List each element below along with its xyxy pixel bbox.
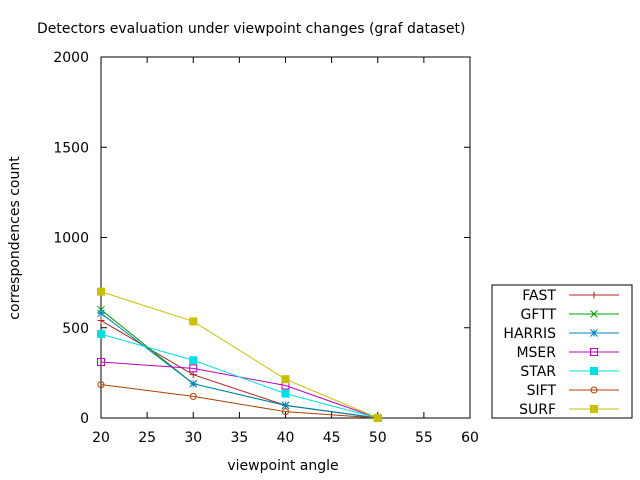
chart-title: Detectors evaluation under viewpoint cha… bbox=[37, 21, 465, 37]
data-point-mser bbox=[97, 358, 105, 367]
data-point-harris bbox=[97, 309, 105, 318]
legend-label-fast: FAST bbox=[522, 288, 556, 304]
x-tick-label: 60 bbox=[461, 430, 479, 446]
y-tick-label: 1000 bbox=[53, 231, 89, 247]
y-tick-label: 500 bbox=[62, 321, 89, 337]
data-point-surf bbox=[189, 317, 198, 326]
legend-marker-mser bbox=[590, 348, 598, 356]
y-tick-label: 1500 bbox=[53, 140, 89, 156]
series-layer bbox=[97, 287, 382, 422]
data-point-star bbox=[97, 330, 105, 339]
legend-label-star: STAR bbox=[520, 364, 556, 380]
y-axis: 0 500 1000 1500 2000 bbox=[53, 50, 470, 427]
x-tick-label: 55 bbox=[415, 430, 433, 446]
x-tick-label: 20 bbox=[92, 430, 110, 446]
data-point-fast bbox=[97, 317, 105, 325]
data-point-surf bbox=[373, 414, 382, 422]
series-line-harris bbox=[100, 312, 378, 419]
x-tick-label: 50 bbox=[369, 430, 387, 446]
series-line-gftt bbox=[100, 309, 378, 419]
series-line-surf bbox=[100, 291, 378, 419]
legend-label-harris: HARRIS bbox=[503, 326, 556, 342]
x-tick-label: 35 bbox=[230, 430, 248, 446]
legend-marker-gftt bbox=[590, 310, 598, 318]
series-line-star bbox=[100, 333, 378, 419]
data-point-sift bbox=[189, 392, 197, 400]
series-line-sift bbox=[100, 384, 378, 419]
legend-marker-star bbox=[590, 367, 598, 375]
y-tick-label: 2000 bbox=[53, 50, 89, 66]
data-point-mser bbox=[189, 364, 198, 373]
y-tick-label: 0 bbox=[80, 411, 89, 427]
x-tick-label: 45 bbox=[323, 430, 341, 446]
legend: FAST GFTT HARRIS MSER STAR SIFT SURF bbox=[503, 288, 619, 418]
legend-label-mser: MSER bbox=[516, 345, 556, 361]
legend-marker-surf bbox=[590, 405, 598, 413]
data-point-surf bbox=[281, 375, 290, 384]
data-point-harris bbox=[281, 401, 290, 410]
data-point-surf bbox=[97, 287, 105, 296]
data-point-gftt bbox=[97, 305, 105, 314]
plot-frame bbox=[100, 56, 471, 419]
legend-label-surf: SURF bbox=[519, 402, 556, 418]
legend-label-gftt: GFTT bbox=[520, 307, 556, 323]
legend-marker-sift bbox=[590, 386, 598, 394]
data-point-star bbox=[281, 389, 290, 398]
legend-marker-fast bbox=[590, 291, 598, 299]
x-tick-label: 40 bbox=[277, 430, 295, 446]
data-point-sift bbox=[282, 408, 289, 416]
data-point-star bbox=[189, 356, 198, 365]
legend-label-sift: SIFT bbox=[527, 383, 557, 399]
data-point-harris bbox=[189, 379, 198, 388]
y-axis-label: correspondences count bbox=[7, 156, 23, 320]
legend-marker-harris bbox=[590, 329, 598, 337]
x-tick-label: 30 bbox=[184, 430, 202, 446]
x-axis: 20 25 30 35 40 45 50 55 60 bbox=[92, 57, 479, 446]
x-axis-label: viewpoint angle bbox=[227, 458, 338, 474]
data-point-sift bbox=[97, 381, 105, 389]
x-tick-label: 25 bbox=[138, 430, 156, 446]
